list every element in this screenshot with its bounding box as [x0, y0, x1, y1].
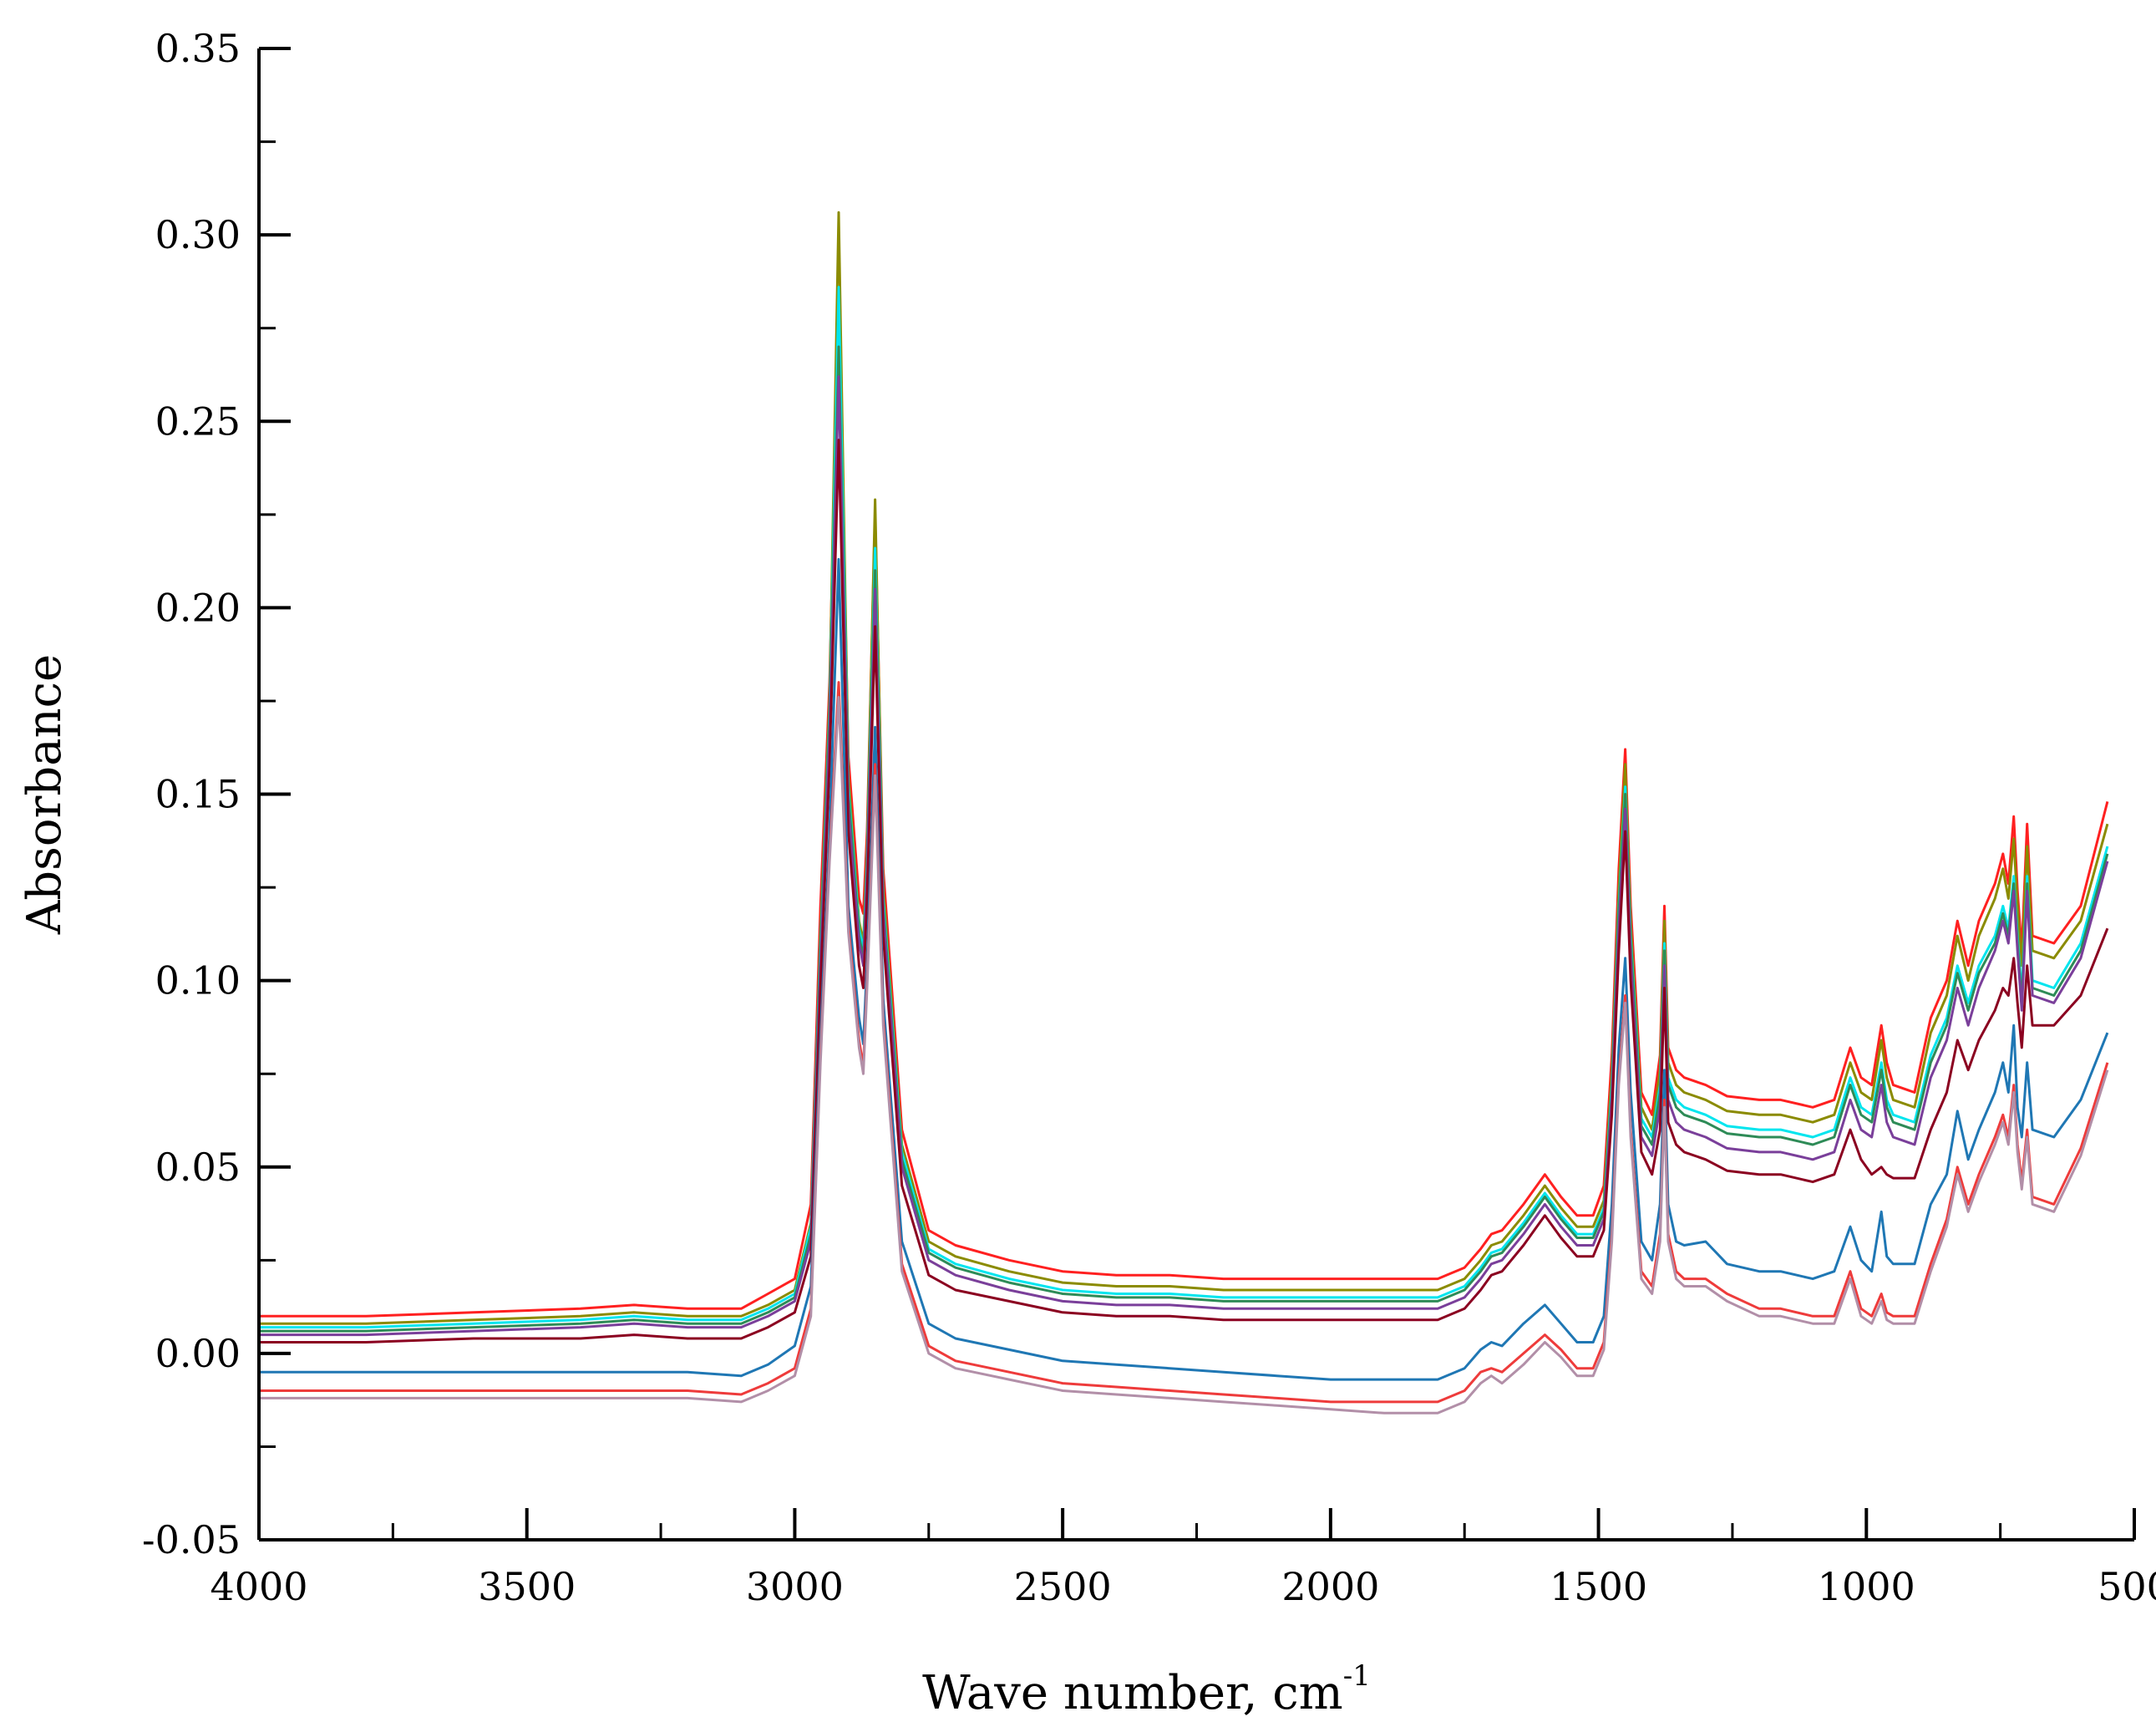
labels-layer: -0.05 0.00 0.05 0.10 0.15 0.20 0.25 0.30 0.35 400… [18, 26, 2156, 1720]
x-tick-label: 500 [2098, 1564, 2156, 1609]
spectrum-line-3 [259, 286, 2109, 1329]
y-tick-label: 0.35 [155, 26, 241, 71]
y-tick-label: 0.15 [155, 772, 241, 817]
x-axis-title-superscript: -1 [1343, 1659, 1371, 1693]
spectrum-line-4 [259, 345, 2109, 1333]
spectrum-line-1 [259, 301, 2109, 1318]
x-tick-label: 3500 [478, 1564, 576, 1609]
x-axis-title: Wave number, cm-1 [922, 1659, 1371, 1720]
x-tick-label: 3000 [746, 1564, 844, 1609]
x-tick-label: 1000 [1818, 1564, 1915, 1609]
y-tick-label: 0.30 [155, 212, 241, 257]
spectrum-line-6 [259, 439, 2109, 1343]
y-tick-label: 0.10 [155, 958, 241, 1003]
y-axis-title: Absorbance [18, 654, 72, 935]
x-tick-label: 2000 [1281, 1564, 1379, 1609]
y-tick-label: 0.20 [155, 585, 241, 630]
y-tick-label: 0.25 [155, 399, 241, 444]
spectrum-line-9 [259, 696, 2109, 1415]
spectrum-line-7 [259, 557, 2109, 1381]
y-tick-label: 0.00 [155, 1331, 241, 1376]
x-tick-label: 4000 [210, 1564, 307, 1609]
y-tick-label: -0.05 [142, 1517, 241, 1562]
series-layer [259, 211, 2109, 1415]
spectrum-line-2 [259, 211, 2109, 1325]
x-tick-label: 1500 [1550, 1564, 1647, 1609]
x-tick-label: 2500 [1014, 1564, 1112, 1609]
axes-layer [257, 47, 2136, 1542]
y-tick-label: 0.05 [155, 1145, 241, 1190]
spectrum-line-5 [259, 375, 2109, 1337]
